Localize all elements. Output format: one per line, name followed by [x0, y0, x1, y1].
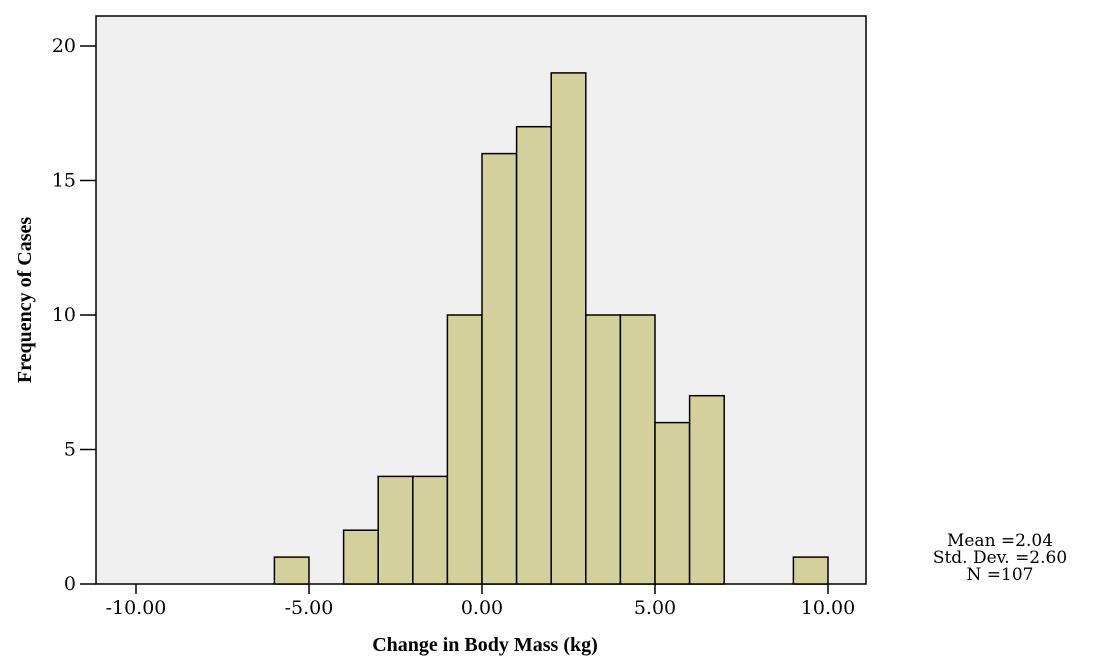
histogram-bar [377, 475, 414, 585]
histogram-bar [515, 125, 552, 585]
histogram-bar [585, 314, 622, 585]
histogram-bar [619, 314, 656, 585]
histogram-bar [792, 556, 829, 585]
std-dev-stat: Std. Dev. =2.60 [932, 548, 1068, 568]
x-tick-label: 10.00 [801, 597, 855, 619]
histogram-bar [412, 475, 449, 585]
x-tick-label: 5.00 [634, 597, 676, 619]
histogram-bar [654, 421, 691, 585]
y-tick-label: 10 [52, 304, 76, 326]
n-stat: N =107 [966, 565, 1034, 585]
x-tick-label: -5.00 [285, 597, 334, 619]
x-tick-label: -10.00 [106, 597, 167, 619]
y-axis: 0 5 10 15 20 [52, 35, 96, 595]
histogram-bar [273, 556, 310, 585]
x-tick-label: 0.00 [461, 597, 503, 619]
histogram-bar [342, 529, 379, 585]
x-axis: -10.00 -5.00 0.00 5.00 10.00 [106, 584, 855, 619]
histogram-bar [481, 152, 518, 585]
y-tick-label: 5 [64, 439, 76, 461]
histogram-bar [446, 314, 483, 585]
y-tick-label: 0 [64, 573, 76, 595]
y-tick-label: 15 [52, 170, 76, 192]
y-tick-label: 20 [52, 35, 76, 57]
y-axis-title: Frequency of Cases [14, 217, 36, 383]
x-axis-title: Change in Body Mass (kg) [372, 634, 598, 656]
histogram-bar [550, 72, 587, 585]
summary-statistics: Mean =2.04 Std. Dev. =2.60 N =107 [905, 533, 1095, 584]
bars-group [273, 72, 829, 585]
mean-stat: Mean =2.04 [946, 531, 1054, 551]
histogram-bar [688, 394, 725, 585]
